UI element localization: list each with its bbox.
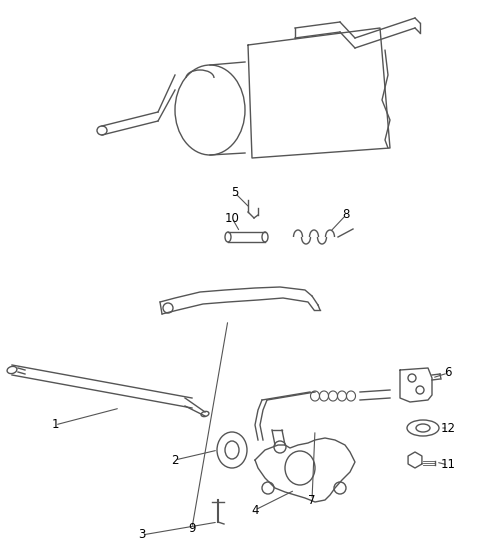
Text: 5: 5 [231, 187, 239, 199]
Text: 6: 6 [444, 366, 452, 379]
Text: 4: 4 [251, 503, 259, 517]
Text: 11: 11 [441, 459, 456, 472]
Text: 8: 8 [342, 209, 350, 222]
Text: 1: 1 [51, 418, 59, 431]
Text: 3: 3 [138, 529, 146, 542]
Text: 2: 2 [171, 454, 179, 466]
Text: 7: 7 [308, 494, 316, 507]
Text: 12: 12 [441, 422, 456, 435]
Text: 10: 10 [225, 211, 240, 224]
Text: 9: 9 [188, 521, 196, 535]
